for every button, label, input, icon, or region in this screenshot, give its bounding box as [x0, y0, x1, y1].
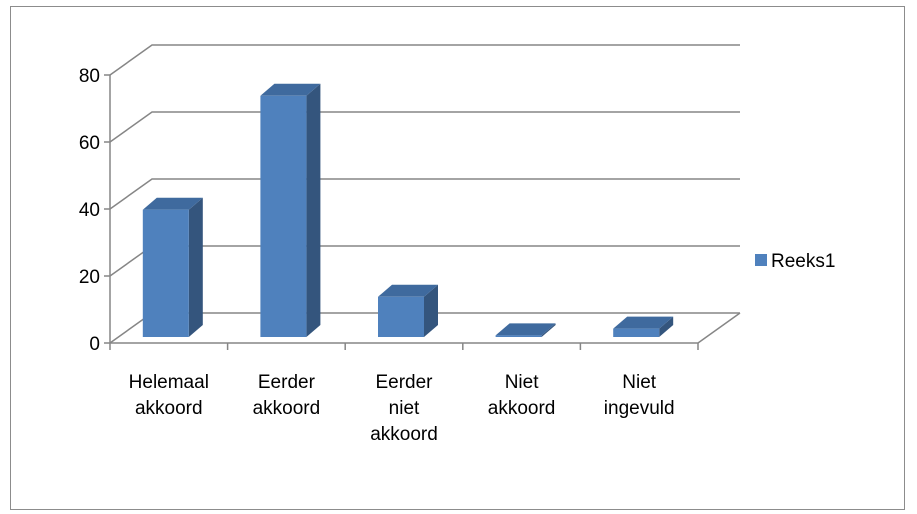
x-category-label: Eerder niet akkoord [370, 372, 438, 445]
bar-top [613, 316, 674, 329]
bar-front [495, 335, 542, 337]
x-category-label: Eerder akkoord [253, 372, 321, 419]
x-category-label: Helemaal akkoord [129, 372, 209, 419]
legend-swatch [755, 254, 767, 266]
y-tick-label: 60 [79, 133, 100, 154]
legend-label: Reeks1 [771, 251, 835, 272]
axis-labels: 0 20 40 60 80 Helemaal akkoord Eerder akkoord Eer… [79, 66, 675, 445]
bar [495, 323, 556, 337]
x-category-label: Niet akkoord [488, 372, 556, 419]
y-tick-label: 80 [79, 66, 100, 87]
gridline [109, 111, 740, 143]
y-tick-label: 0 [89, 334, 100, 355]
bar-front [142, 209, 189, 337]
bar [260, 83, 321, 337]
gridline [109, 178, 740, 210]
bars [142, 83, 674, 337]
bar-side [306, 83, 321, 337]
bar-side [424, 284, 438, 337]
axes [104, 74, 741, 350]
bar-side [541, 323, 556, 337]
bar-front [260, 95, 307, 337]
bar-top [378, 284, 438, 297]
bar [142, 197, 203, 337]
bar-front [378, 296, 424, 337]
y-tick-label: 20 [79, 267, 100, 288]
bar-side [659, 316, 674, 337]
bar [378, 284, 438, 337]
bar-top [260, 83, 321, 96]
bar-top [142, 197, 203, 210]
bar-top [495, 323, 556, 336]
bar-side [188, 197, 203, 337]
y-tick-label: 40 [79, 200, 100, 221]
gridline [109, 245, 740, 277]
legend: Reeks1 [755, 251, 835, 272]
bar [613, 316, 674, 337]
x-category-label: Niet ingevuld [604, 372, 675, 419]
gridline [109, 44, 740, 76]
bar-front [613, 328, 660, 337]
